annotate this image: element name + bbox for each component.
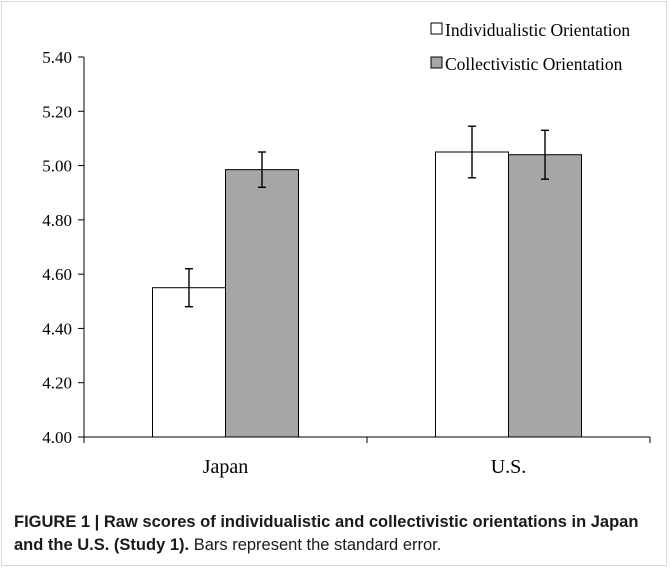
y-tick-label: 5.20 [42, 102, 72, 121]
bar-collectivistic [225, 169, 299, 438]
y-tick-label: 4.60 [42, 265, 72, 284]
x-category-label: Japan [203, 456, 249, 478]
bar-individualistic [152, 287, 226, 438]
y-tick-label: 4.40 [42, 319, 72, 338]
legend-label-individualistic: Individualistic Orientation [445, 20, 630, 40]
legend-swatch-collectivistic [430, 56, 443, 69]
caption-title: FIGURE 1 | Raw scores of individualistic… [14, 513, 639, 554]
bar-individualistic [435, 151, 509, 438]
x-category-label: U.S. [491, 456, 527, 478]
bar-chart: 4.00 4.20 4.40 4.60 4.80 5.00 5.20 5.40 Japan U.… [42, 20, 651, 478]
x-axis: Japan U.S. [83, 436, 651, 478]
y-tick-label: 4.00 [42, 428, 72, 447]
y-axis: 4.00 4.20 4.40 4.60 4.80 5.00 5.20 5.40 [42, 48, 85, 447]
bar-collectivistic [508, 154, 582, 438]
y-tick-label: 4.80 [42, 211, 72, 230]
figure-caption: FIGURE 1 | Raw scores of individualistic… [14, 511, 662, 557]
y-tick-label: 4.20 [42, 374, 72, 393]
bars [152, 151, 582, 438]
caption-note: Bars represent the standard error. [193, 536, 442, 554]
error-bars [185, 125, 549, 308]
legend-label-collectivistic: Collectivistic Orientation [445, 54, 623, 74]
y-tick-label: 5.00 [42, 157, 72, 176]
y-tick-label: 5.40 [42, 48, 72, 67]
legend-swatch-individualistic [430, 22, 443, 35]
legend: Individualistic Orientation Collectivisti… [430, 20, 630, 74]
